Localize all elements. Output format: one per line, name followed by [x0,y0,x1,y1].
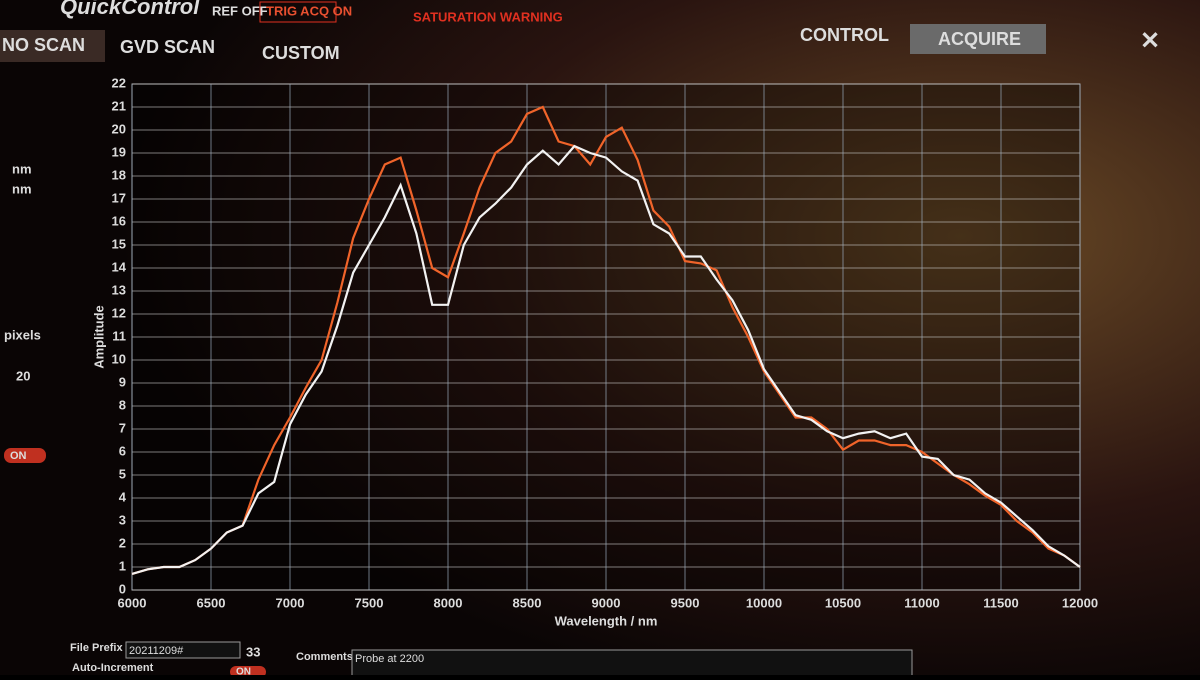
x-tick-label: 12000 [1062,595,1098,610]
x-tick-label: 10000 [746,595,782,610]
x-tick-label: 7500 [355,595,384,610]
x-tick-label: 7000 [276,595,305,610]
comments-value[interactable]: Probe at 2200 [355,653,424,665]
y-axis-label: Amplitude [91,305,106,369]
side-unit: nm [12,181,32,196]
tab[interactable]: CUSTOM [262,43,340,63]
tab[interactable]: NO SCAN [2,35,85,55]
side-toggle-bg[interactable] [4,448,46,463]
x-tick-label: 8500 [513,595,542,610]
y-tick-label: 4 [119,489,127,504]
data-line [131,144,1081,575]
x-tick-label: 9500 [671,595,700,610]
x-tick-label: 11500 [983,595,1018,610]
y-tick-label: 1 [119,558,126,573]
tab[interactable]: GVD SCAN [120,37,215,57]
y-tick-label: 22 [112,75,126,90]
y-tick-label: 6 [119,443,126,458]
y-tick-label: 10 [112,351,126,366]
trig-status: TRIG ACQ ON [266,3,352,18]
logo: QuickControl [60,0,200,19]
side-toggle[interactable]: ON [10,450,27,462]
saturation-warning: SATURATION WARNING [413,9,563,24]
y-tick-label: 21 [112,98,126,113]
x-tick-label: 6500 [197,595,226,610]
side-count: 20 [16,368,30,383]
prefix-number: 33 [246,644,260,659]
y-tick-label: 19 [112,144,126,159]
y-tick-label: 18 [112,167,126,182]
comments-label: Comments [296,651,353,663]
y-tick-label: 11 [112,328,126,343]
y-tick-label: 8 [119,397,126,412]
x-axis-label: Wavelength / nm [555,613,658,628]
prefix-field[interactable] [125,641,241,659]
close-icon[interactable]: ✕ [1140,27,1160,54]
data-line [131,105,1081,575]
y-tick-label: 17 [112,190,126,205]
y-tick-label: 3 [119,512,126,527]
y-tick-label: 20 [112,121,126,136]
y-tick-label: 7 [119,420,126,435]
side-pixels: pixels [4,327,41,342]
y-tick-label: 15 [112,236,126,251]
prefix-value[interactable]: 20211209# [129,645,184,657]
comments-field[interactable] [351,649,913,680]
ref-status: REF OFF [212,3,268,18]
control-button[interactable]: CONTROL [800,25,889,45]
chart: 0123456789101112131415161718192021226000… [91,75,1098,628]
y-tick-label: 14 [112,259,127,274]
y-tick-label: 0 [119,581,126,596]
auto-label: Auto-Increment [72,662,154,674]
x-tick-label: 6000 [118,595,147,610]
x-tick-label: 8000 [434,595,463,610]
y-tick-label: 9 [119,374,126,389]
x-tick-label: 10500 [825,595,861,610]
x-tick-label: 11000 [904,595,939,610]
y-tick-label: 16 [112,213,126,228]
trig-box [259,1,337,23]
y-tick-label: 2 [119,535,126,550]
side-unit: nm [12,161,32,176]
y-tick-label: 13 [112,282,126,297]
prefix-label: File Prefix [70,642,123,654]
acquire-button[interactable]: ACQUIRE [938,29,1021,49]
acquire-bg[interactable] [910,24,1046,54]
y-tick-label: 5 [119,466,126,481]
tab-active[interactable] [0,30,105,62]
x-tick-label: 9000 [592,595,621,610]
y-tick-label: 12 [112,305,126,320]
auto-toggle[interactable]: ON [236,667,251,678]
